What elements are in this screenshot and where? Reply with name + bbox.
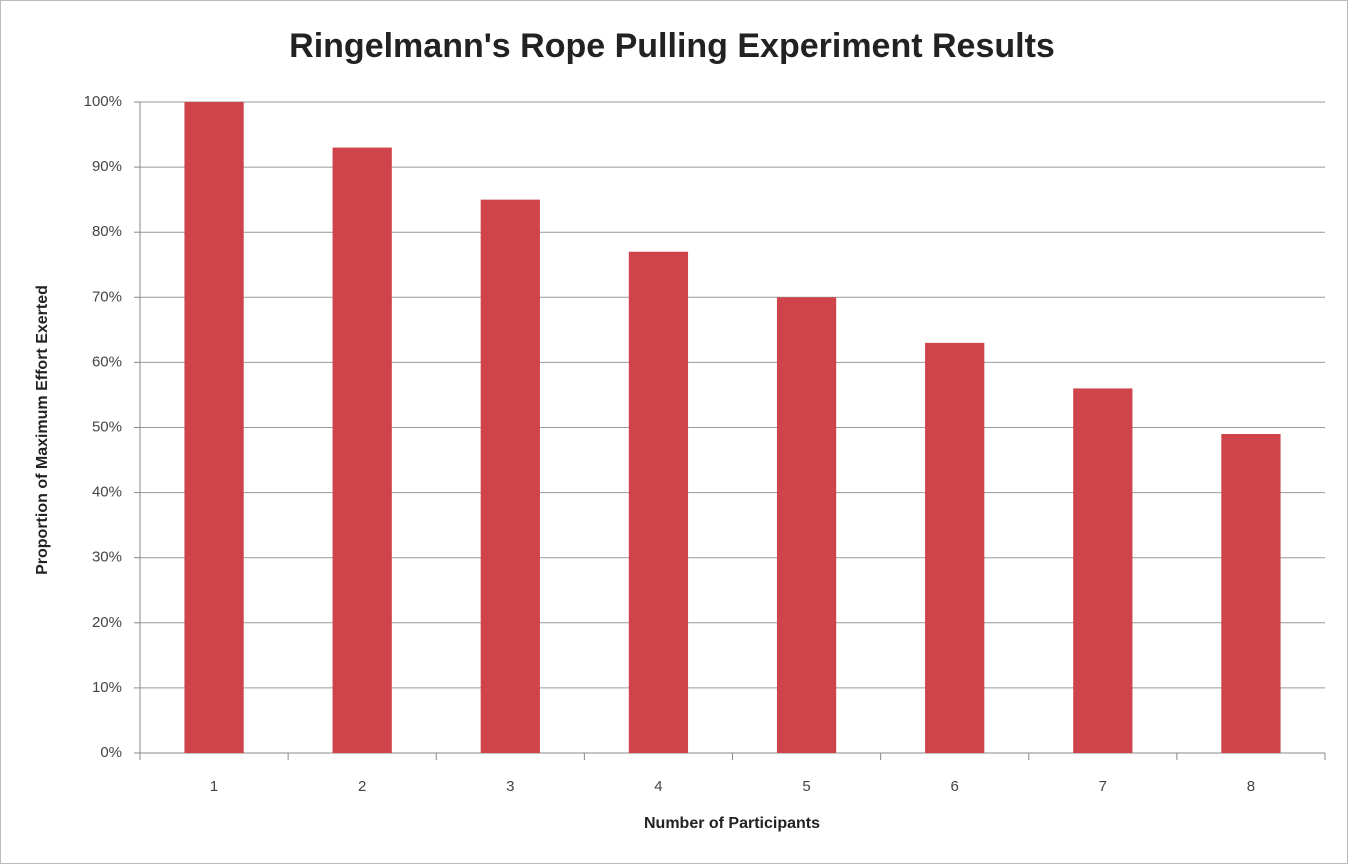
chart-title: Ringelmann's Rope Pulling Experiment Res… — [289, 27, 1055, 65]
bar — [184, 102, 244, 753]
bar — [925, 342, 985, 753]
x-tick-label: 1 — [210, 778, 218, 795]
y-tick-label: 50% — [92, 418, 122, 435]
bar — [332, 147, 392, 753]
x-tick-label: 2 — [358, 778, 366, 795]
bar — [1221, 434, 1281, 753]
y-tick-label: 60% — [92, 353, 122, 370]
x-tick-label: 4 — [654, 778, 662, 795]
y-tick-label: 30% — [92, 549, 122, 566]
y-tick-label: 70% — [92, 288, 122, 305]
x-tick-label: 7 — [1099, 778, 1107, 795]
bar — [628, 251, 689, 754]
x-tick-label: 3 — [506, 778, 514, 795]
y-tick-label: 80% — [92, 223, 122, 240]
x-axis-label: Number of Participants — [644, 815, 820, 832]
x-tick-label: 5 — [802, 778, 810, 795]
y-tick-label: 10% — [92, 679, 122, 696]
y-tick-label: 20% — [92, 614, 122, 631]
x-tick-label: 8 — [1247, 778, 1255, 795]
y-tick-label: 0% — [100, 744, 122, 761]
y-tick-label: 40% — [92, 484, 122, 501]
x-tick-label: 6 — [951, 778, 959, 795]
y-tick-label: 90% — [92, 158, 122, 175]
y-axis-label: Proportion of Maximum Effort Exerted — [34, 285, 51, 575]
bar — [480, 199, 540, 753]
bar — [776, 297, 837, 753]
bar — [1073, 388, 1133, 753]
y-tick-label: 100% — [84, 93, 122, 110]
